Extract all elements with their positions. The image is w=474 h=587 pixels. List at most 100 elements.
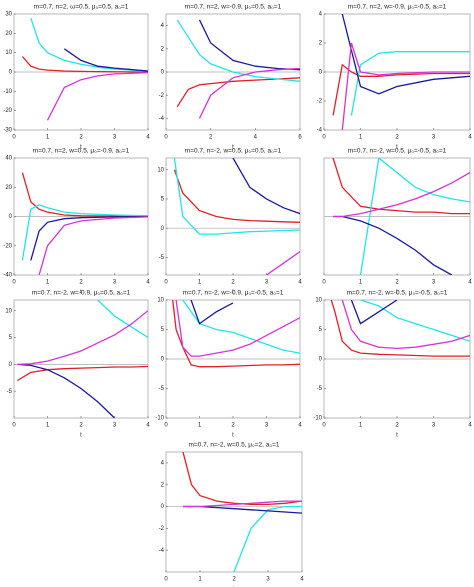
x-tick-label: 0 xyxy=(322,280,326,286)
x-tick-label: 2 xyxy=(79,135,83,141)
series-line xyxy=(233,505,302,572)
chart-panel: m=0.7, n=2, w=-0.9, μ₀=0.5, a₀=1 -4 -2 0 2 4 0… xyxy=(159,4,303,151)
series-line xyxy=(183,500,302,508)
chart-panel: m=0.7, n=-2, w=0.5, μ₀=-0.5, a₀=1 0 1 2 3 4 t xyxy=(322,148,472,296)
series-line xyxy=(21,204,148,261)
x-tick-label: 3 xyxy=(113,423,117,429)
x-axis-label: t xyxy=(396,290,398,296)
y-tick-label: 0 xyxy=(9,214,13,220)
chart-title: m=0.7, n=-2, w=0.5, μ₀=0.5, a₀=1 xyxy=(185,148,282,155)
y-tick-label: 10 xyxy=(157,298,164,304)
x-tick-label: 1 xyxy=(359,280,363,286)
x-tick-label: 1 xyxy=(46,135,50,141)
x-tick-label: 3 xyxy=(113,135,117,141)
x-tick-label: 3 xyxy=(432,423,436,429)
chart-panel: m=0.7, n=-2, w=-0.9, μ₀=-0.5, a₀=1 -10 -5 0… xyxy=(155,290,302,439)
y-tick-label: 2 xyxy=(319,41,323,47)
series-line xyxy=(38,216,148,275)
series-line xyxy=(266,251,300,275)
y-tick-label: 2 xyxy=(161,482,165,488)
x-axis-label: t xyxy=(232,290,234,296)
chart-title: m=0.7, n=-2, w=0.5, μ₀=-0.5, a₀=1 xyxy=(348,148,447,155)
y-tick-label: -5 xyxy=(159,255,165,261)
x-tick-label: 4 xyxy=(146,135,150,141)
x-tick-label: 0 xyxy=(12,423,16,429)
y-tick-label: 5 xyxy=(161,197,165,203)
y-tick-label: 0 xyxy=(161,504,165,510)
series-line xyxy=(359,158,470,275)
x-tick-label: 0 xyxy=(12,135,16,141)
x-tick-label: 4 xyxy=(468,423,472,429)
x-tick-label: 0 xyxy=(164,280,168,286)
chart-title: m=0.7, n=-2, w=0.5, μ₀=2, a₀=1 xyxy=(189,442,280,449)
y-tick-label: -2 xyxy=(159,93,165,99)
x-tick-label: 2 xyxy=(395,423,399,429)
y-tick-label: -30 xyxy=(3,128,12,134)
x-tick-label: 0 xyxy=(322,135,326,141)
y-tick-label: 2 xyxy=(161,46,165,52)
x-tick-label: 0 xyxy=(164,577,168,583)
x-tick-label: 3 xyxy=(432,135,436,141)
x-tick-label: 2 xyxy=(79,280,83,286)
series-line xyxy=(341,300,470,350)
x-tick-label: 4 xyxy=(254,135,258,141)
y-tick-label: 0 xyxy=(9,70,13,76)
x-tick-label: 0 xyxy=(12,280,16,286)
plot-lines xyxy=(173,158,300,275)
x-axis-label: t xyxy=(232,433,234,439)
plot-lines xyxy=(17,300,148,418)
x-axis-label: t xyxy=(80,145,82,151)
y-tick-label: 4 xyxy=(161,460,165,466)
x-axis-label: t xyxy=(396,145,398,151)
y-tick-label: -10 xyxy=(313,416,322,422)
series-line xyxy=(232,158,300,215)
plot-lines xyxy=(176,19,300,119)
y-tick-label: 4 xyxy=(161,23,165,29)
plot-frame xyxy=(13,299,149,419)
x-tick-label: 4 xyxy=(146,280,150,286)
x-tick-label: 6 xyxy=(298,135,302,141)
y-tick-label: -2 xyxy=(317,99,323,105)
x-tick-label: 0 xyxy=(164,423,168,429)
y-tick-label: 20 xyxy=(5,31,12,37)
series-line xyxy=(30,215,148,261)
plot-lines xyxy=(182,452,302,572)
x-tick-label: 1 xyxy=(46,423,50,429)
x-tick-label: 2 xyxy=(231,280,235,286)
y-tick-label: 30 xyxy=(5,12,12,18)
series-line xyxy=(17,310,148,366)
x-tick-label: 3 xyxy=(265,280,269,286)
x-axis-label: t xyxy=(80,290,82,296)
y-tick-label: 10 xyxy=(157,167,164,173)
series-line xyxy=(332,158,470,215)
series-line xyxy=(17,365,148,382)
x-axis-label: t xyxy=(396,433,398,439)
series-line xyxy=(183,505,302,514)
chart-title: m=0.7, n=2, w=-0.9, μ₀=0.5, a₀=1 xyxy=(185,4,282,11)
x-tick-label: 4 xyxy=(298,423,302,429)
series-line xyxy=(332,63,470,116)
y-tick-label: 0 xyxy=(161,70,165,76)
x-tick-label: 0 xyxy=(164,135,168,141)
chart-title: m=0.7, n=-2, w=-0.5, μ₀=-0.5, a₀=1 xyxy=(347,290,448,297)
y-tick-label: 5 xyxy=(9,335,13,341)
x-tick-label: 3 xyxy=(432,280,436,286)
y-tick-label: 10 xyxy=(5,308,12,314)
y-tick-label: 20 xyxy=(5,185,12,191)
y-tick-label: -40 xyxy=(3,273,12,279)
y-tick-label: -2 xyxy=(159,526,165,532)
y-tick-label: 4 xyxy=(319,12,323,18)
series-line xyxy=(176,77,300,108)
chart-panel: m=0.7, n=-2, w=0.5, μ₀=2, a₀=1 -4 -2 0 2 4 0 1 2… xyxy=(159,442,305,587)
chart-title: m=0.7, n=2, ω=0.5, μ₀=0.5, a₀=1 xyxy=(34,4,129,11)
series-line xyxy=(46,71,148,121)
series-line xyxy=(333,215,453,275)
x-tick-label: 2 xyxy=(231,423,235,429)
series-line xyxy=(198,67,300,119)
x-axis-label: t xyxy=(80,433,82,439)
y-tick-label: -4 xyxy=(317,128,323,134)
x-tick-label: 1 xyxy=(359,135,363,141)
plot-lines xyxy=(330,300,470,357)
x-tick-label: 1 xyxy=(198,280,202,286)
